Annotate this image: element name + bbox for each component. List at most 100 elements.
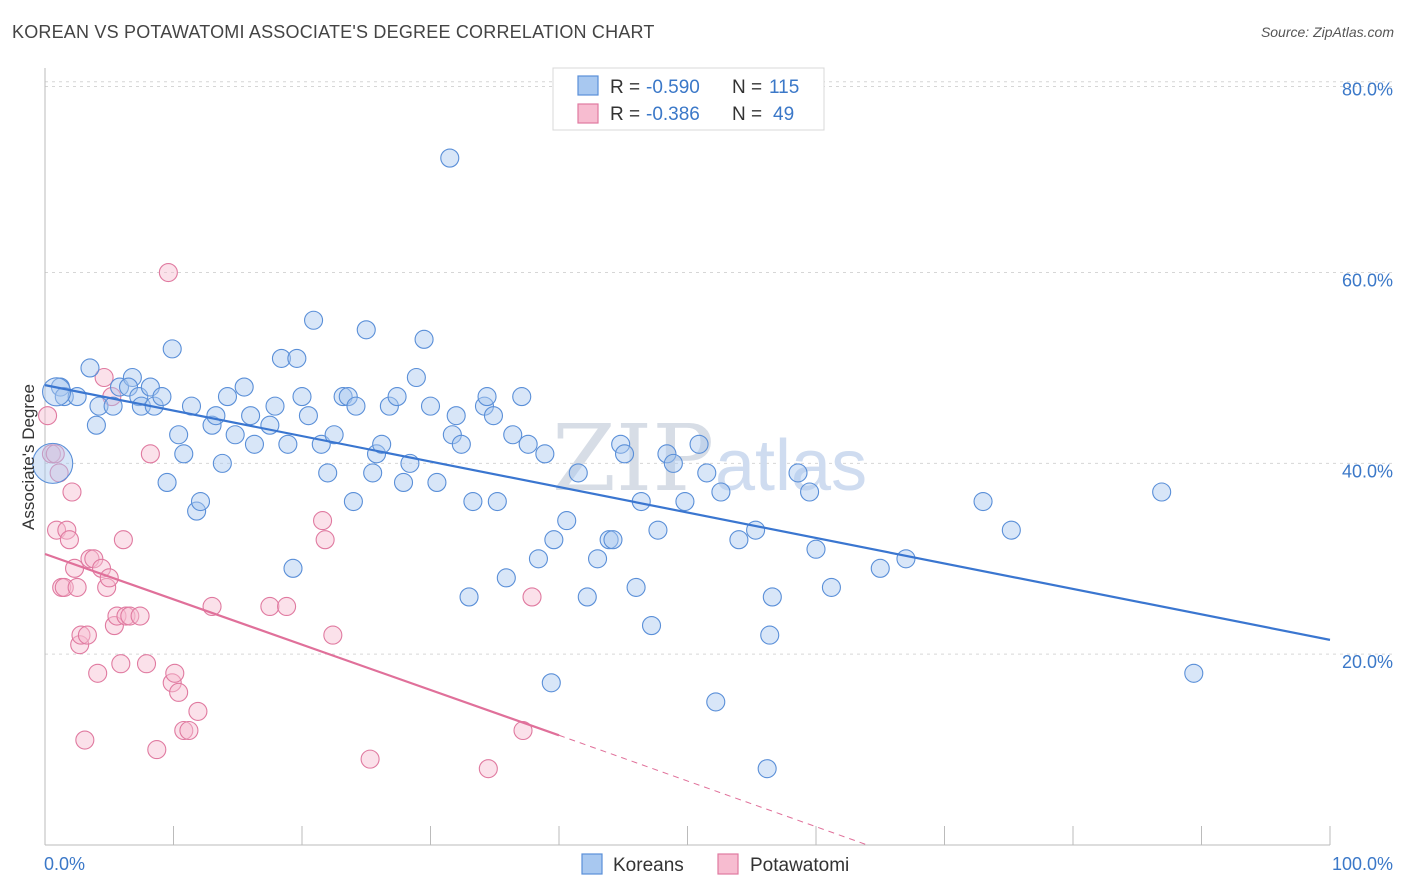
chart-title: KOREAN VS POTAWATOMI ASSOCIATE'S DEGREE … — [12, 22, 655, 42]
koreans-point-25 — [217, 387, 238, 407]
koreans-point-17 — [169, 425, 189, 445]
koreans-point-78 — [577, 587, 597, 607]
koreans-point-93 — [706, 692, 726, 712]
koreans-point-107 — [1001, 520, 1021, 540]
y-tick-labels: 20.0% 40.0% 60.0% 80.0% — [1342, 80, 1393, 672]
potawatomi-point-17 — [84, 549, 104, 569]
koreans-point-66 — [483, 406, 504, 426]
potawatomi-point-42 — [260, 596, 280, 617]
koreans-point-34 — [287, 348, 307, 368]
koreans-point-75 — [544, 530, 564, 550]
y-axis-label: Associate's Degree — [19, 384, 38, 530]
potawatomi-point-20 — [94, 367, 114, 388]
potawatomi-point-29 — [120, 606, 140, 626]
legend-r-label-potawatomi: R = — [610, 104, 640, 125]
grid-lines — [45, 81, 1395, 655]
koreans-point-87 — [648, 520, 668, 540]
koreans-point-60 — [446, 406, 466, 426]
potawatomi-point-9 — [62, 482, 82, 502]
koreans-point-29 — [244, 434, 265, 454]
koreans-point-16 — [162, 339, 182, 359]
koreans-point-47 — [363, 463, 383, 483]
koreans-point-8 — [122, 367, 142, 388]
koreans-point-32 — [271, 348, 291, 368]
koreans-point-38 — [304, 310, 324, 330]
koreans-point-100 — [788, 463, 808, 483]
koreans-point-104 — [870, 558, 890, 578]
potawatomi-point-8 — [59, 530, 79, 550]
legend-n-label-potawatomi: N = — [732, 104, 762, 125]
potawatomi-point-50 — [315, 530, 335, 550]
koreans-point-81 — [603, 530, 623, 550]
koreans-point-6 — [103, 396, 123, 416]
koreans-point-74 — [541, 673, 561, 693]
koreans-point-54 — [406, 367, 426, 388]
koreans-point-58 — [440, 148, 460, 168]
koreans-point-24 — [212, 453, 232, 473]
koreans-point-71 — [518, 434, 538, 454]
potawatomi-point-45 — [323, 625, 343, 645]
koreans-points — [32, 148, 1204, 779]
potawatomi-point-11 — [67, 577, 87, 597]
koreans-point-62 — [459, 587, 479, 607]
koreans-point-76 — [557, 511, 577, 531]
koreans-point-42 — [333, 387, 353, 407]
potawatomi-point-39 — [179, 720, 199, 741]
potawatomi-point-30 — [130, 606, 150, 626]
koreans-point-90 — [675, 491, 695, 512]
potawatomi-point-14 — [75, 730, 95, 750]
y-tick-label-2: 60.0% — [1342, 271, 1393, 291]
koreans-point-84 — [626, 577, 646, 597]
koreans-point-94 — [711, 482, 731, 502]
koreans-point-21 — [190, 491, 211, 512]
series-legend: Koreans Potawatomi — [581, 853, 849, 876]
koreans-point-28 — [241, 406, 261, 426]
koreans-point-105 — [896, 549, 916, 569]
koreans-point-33 — [278, 434, 298, 454]
koreans-point-79 — [587, 549, 608, 569]
koreans-point-67 — [487, 491, 507, 512]
koreans-point-3 — [80, 358, 100, 378]
watermark-atlas: atlas — [715, 426, 867, 506]
potawatomi-point-15 — [77, 625, 97, 645]
koreans-point-91 — [689, 434, 709, 454]
bottom-legend-label-koreans: Koreans — [613, 855, 684, 876]
legend-swatch-koreans — [577, 75, 599, 96]
koreans-point-69 — [503, 425, 523, 445]
potawatomi-point-40 — [188, 701, 208, 721]
y-tick-label-3: 80.0% — [1342, 80, 1393, 100]
bottom-legend-label-potawatomi: Potawatomi — [750, 855, 849, 876]
potawatomi-point-33 — [147, 740, 167, 760]
koreans-point-15 — [157, 472, 177, 492]
koreans-point-95 — [729, 530, 749, 550]
koreans-point-106 — [973, 491, 993, 512]
potawatomi-point-27 — [113, 530, 133, 550]
koreans-point-51 — [387, 387, 407, 407]
koreans-point-41 — [324, 425, 344, 445]
koreans-point-56 — [420, 396, 441, 416]
legend-r-value-potawatomi: -0.386 — [646, 104, 700, 125]
koreans-point-88 — [657, 444, 677, 464]
potawatomi-point-32 — [140, 444, 160, 464]
potawatomi-trend-line — [44, 552, 560, 737]
potawatomi-points — [38, 263, 542, 779]
y-tick-label-1: 40.0% — [1342, 461, 1393, 481]
koreans-point-23 — [206, 406, 226, 426]
koreans-point-52 — [393, 472, 414, 492]
koreans-point-109 — [1184, 663, 1204, 683]
koreans-trend-line — [44, 384, 1331, 641]
koreans-point-86 — [641, 616, 662, 636]
koreans-point-5 — [89, 396, 109, 416]
koreans-point-61 — [451, 434, 471, 454]
koreans-point-31 — [265, 396, 285, 416]
koreans-point-73 — [535, 444, 555, 464]
koreans-point-92 — [697, 463, 717, 483]
bottom-legend-swatch-potawatomi — [717, 853, 739, 875]
potawatomi-trend-extension — [558, 734, 868, 846]
koreans-point-97 — [757, 759, 777, 779]
koreans-point-36 — [292, 387, 312, 407]
trend-lines — [44, 384, 1331, 846]
koreans-point-77 — [568, 463, 588, 483]
koreans-point-83 — [614, 444, 635, 464]
